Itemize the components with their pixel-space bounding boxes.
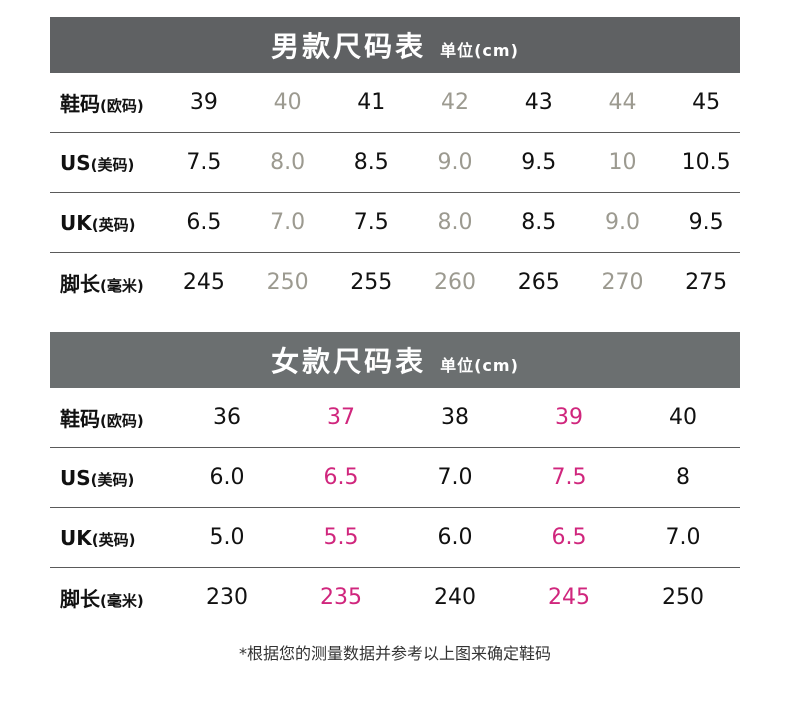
- women-row-uk: UK(英码) 5.0 5.5 6.0 6.5 7.0: [50, 508, 740, 568]
- size-cell: 37: [327, 405, 355, 430]
- size-cell: 41: [357, 90, 386, 115]
- men-table-title: 男款尺码表: [271, 30, 427, 63]
- row-label: US(美码): [50, 466, 170, 490]
- row-label-main: 脚长: [60, 587, 100, 611]
- size-cell: 9.5: [688, 210, 724, 235]
- size-cell: 250: [266, 270, 309, 295]
- row-label: 鞋码(欧码): [50, 403, 170, 432]
- women-row-foot-length: 脚长(毫米) 230 235 240 245 250: [50, 568, 740, 627]
- size-cell: 10: [608, 150, 637, 175]
- size-cell: 260: [434, 270, 477, 295]
- size-cell: 6.0: [437, 525, 473, 550]
- row-label-main: 鞋码: [60, 407, 100, 431]
- size-cell: 8.5: [521, 210, 557, 235]
- women-table-header: 女款尺码表 单位(cm): [50, 332, 740, 388]
- row-label: 脚长(毫米): [50, 583, 170, 612]
- row-values: 6.5 7.0 7.5 8.0 8.5 9.0 9.5: [162, 210, 748, 235]
- men-table-header: 男款尺码表 单位(cm): [50, 17, 740, 73]
- row-label-sub: (英码): [91, 215, 136, 234]
- size-cell: 240: [434, 585, 476, 610]
- row-label-main: UK: [60, 210, 92, 235]
- size-cell: 6.0: [209, 465, 245, 490]
- size-cell: 265: [517, 270, 560, 295]
- row-label-main: US: [60, 150, 91, 175]
- row-values: 36 37 38 39 40: [170, 405, 740, 430]
- size-cell: 7.5: [551, 465, 587, 490]
- men-row-eu: 鞋码(欧码) 39 40 41 42 43 44 45: [50, 73, 740, 133]
- size-cell: 270: [601, 270, 644, 295]
- size-cell: 5.0: [209, 525, 245, 550]
- row-label-sub: (美码): [90, 470, 135, 489]
- row-label: 脚长(毫米): [50, 268, 170, 297]
- measurement-note: *根据您的测量数据并参考以上图来确定鞋码: [238, 644, 551, 663]
- size-cell: 38: [441, 405, 469, 430]
- size-cell: 9.0: [604, 210, 640, 235]
- size-cell: 39: [555, 405, 583, 430]
- row-label-sub: (欧码): [100, 97, 144, 115]
- size-cell: 40: [669, 405, 697, 430]
- men-row-foot-length: 脚长(毫米) 245 250 255 260 265 270 275: [50, 253, 740, 312]
- size-cell: 5.5: [323, 525, 359, 550]
- size-cell: 8.5: [353, 150, 389, 175]
- size-cell: 6.5: [551, 525, 587, 550]
- size-cell: 10.5: [681, 150, 731, 175]
- row-values: 7.5 8.0 8.5 9.0 9.5 10 10.5: [162, 150, 748, 175]
- size-cell: 8: [676, 465, 690, 490]
- women-table-unit: 单位(cm): [440, 356, 519, 375]
- row-values: 39 40 41 42 43 44 45: [162, 90, 748, 115]
- row-label-main: UK: [60, 525, 92, 550]
- row-label: UK(英码): [50, 211, 170, 235]
- women-table-title: 女款尺码表: [271, 345, 427, 378]
- women-size-table: 女款尺码表 单位(cm) 鞋码(欧码) 36 37 38 39 40 US(美码…: [50, 332, 740, 627]
- size-cell: 45: [692, 90, 721, 115]
- size-cell: 250: [662, 585, 704, 610]
- women-row-eu: 鞋码(欧码) 36 37 38 39 40: [50, 388, 740, 448]
- row-label-sub: (美码): [90, 155, 135, 174]
- row-label-sub: (欧码): [100, 412, 144, 430]
- row-values: 5.0 5.5 6.0 6.5 7.0: [170, 525, 740, 550]
- size-cell: 8.0: [270, 150, 306, 175]
- row-values: 230 235 240 245 250: [170, 585, 740, 610]
- women-row-us: US(美码) 6.0 6.5 7.0 7.5 8: [50, 448, 740, 508]
- size-cell: 275: [685, 270, 728, 295]
- row-values: 6.0 6.5 7.0 7.5 8: [170, 465, 740, 490]
- row-label-sub: (英码): [91, 530, 136, 549]
- size-cell: 7.5: [353, 210, 389, 235]
- row-label-sub: (毫米): [100, 277, 144, 295]
- size-cell: 39: [189, 90, 218, 115]
- size-cell: 6.5: [323, 465, 359, 490]
- row-label-sub: (毫米): [100, 592, 144, 610]
- size-cell: 235: [320, 585, 362, 610]
- men-size-table: 男款尺码表 单位(cm) 鞋码(欧码) 39 40 41 42 43 44 45…: [50, 17, 740, 312]
- size-cell: 230: [206, 585, 248, 610]
- size-cell: 255: [350, 270, 393, 295]
- row-values: 245 250 255 260 265 270 275: [162, 270, 748, 295]
- row-label-main: 脚长: [60, 272, 100, 296]
- size-cell: 245: [548, 585, 590, 610]
- size-cell: 7.5: [186, 150, 222, 175]
- row-label: 鞋码(欧码): [50, 88, 170, 117]
- row-label: US(美码): [50, 151, 170, 175]
- size-cell: 36: [213, 405, 241, 430]
- size-cell: 43: [524, 90, 553, 115]
- size-cell: 7.0: [665, 525, 701, 550]
- row-label-main: US: [60, 465, 91, 490]
- size-cell: 42: [441, 90, 470, 115]
- size-cell: 44: [608, 90, 637, 115]
- men-table-unit: 单位(cm): [440, 41, 519, 60]
- size-cell: 9.5: [521, 150, 557, 175]
- size-cell: 7.0: [437, 465, 473, 490]
- size-cell: 40: [273, 90, 302, 115]
- size-cell: 245: [182, 270, 225, 295]
- size-cell: 6.5: [186, 210, 222, 235]
- size-cell: 9.0: [437, 150, 473, 175]
- size-cell: 8.0: [437, 210, 473, 235]
- size-cell: 7.0: [270, 210, 306, 235]
- men-row-uk: UK(英码) 6.5 7.0 7.5 8.0 8.5 9.0 9.5: [50, 193, 740, 253]
- men-row-us: US(美码) 7.5 8.0 8.5 9.0 9.5 10 10.5: [50, 133, 740, 193]
- row-label-main: 鞋码: [60, 92, 100, 116]
- row-label: UK(英码): [50, 526, 170, 550]
